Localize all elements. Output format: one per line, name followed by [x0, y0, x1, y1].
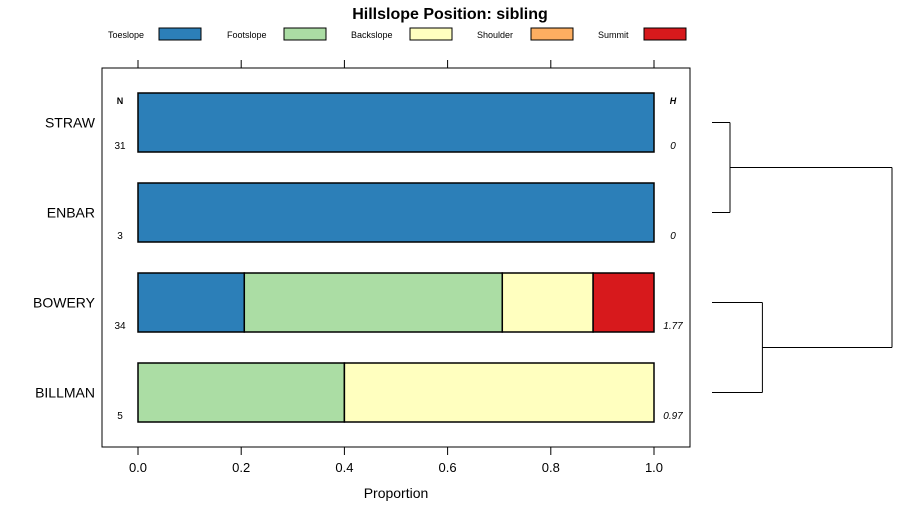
- h-value-straw: 0: [670, 141, 676, 152]
- legend-label-backslope: Backslope: [351, 30, 393, 40]
- legend-swatch-backslope: [409, 27, 453, 41]
- x-tick-label: 0.2: [232, 460, 250, 475]
- bar-segment-bowery-toeslope: [137, 272, 246, 333]
- dendrogram: [712, 122, 893, 393]
- bar-segment-bowery-footslope: [243, 272, 504, 333]
- legend-label-shoulder: Shoulder: [477, 30, 513, 40]
- bar-rows: STRAW 31 0 ENBAR 3 0 BOWERY 34 1.77 BILLMAN 5 0.97: [33, 92, 683, 423]
- category-label-straw: STRAW: [45, 115, 96, 131]
- legend-swatch-summit: [643, 27, 687, 41]
- n-column-header: N: [117, 96, 124, 106]
- x-tick-label: 0.0: [129, 460, 147, 475]
- h-column-header: H: [670, 96, 677, 106]
- bar-segment-bowery-summit: [592, 272, 655, 333]
- n-value-bowery: 34: [114, 321, 126, 332]
- x-tick-label: 0.8: [542, 460, 560, 475]
- x-axis-label: Proportion: [364, 485, 429, 501]
- n-value-straw: 31: [114, 141, 126, 152]
- x-tick-label: 0.4: [335, 460, 353, 475]
- legend-swatch-toeslope: [158, 27, 202, 41]
- chart-title: Hillslope Position: sibling: [352, 6, 548, 23]
- x-tick-label: 0.6: [439, 460, 457, 475]
- category-label-billman: BILLMAN: [35, 385, 95, 401]
- legend-swatch-footslope: [283, 27, 327, 41]
- x-tick-label: 1.0: [645, 460, 663, 475]
- n-value-billman: 5: [117, 411, 123, 422]
- legend-label-footslope: Footslope: [227, 30, 267, 40]
- bar-segment-straw-toeslope: [137, 92, 655, 153]
- category-label-enbar: ENBAR: [47, 205, 95, 221]
- h-value-enbar: 0: [670, 231, 676, 242]
- legend-label-toeslope: Toeslope: [108, 30, 144, 40]
- legend-label-summit: Summit: [598, 30, 629, 40]
- legend: Toeslope Footslope Backslope Shoulder Summit: [108, 27, 687, 41]
- n-value-enbar: 3: [117, 231, 123, 242]
- legend-swatch-shoulder: [530, 27, 574, 41]
- plot-frame: [101, 67, 691, 448]
- h-value-billman: 0.97: [663, 411, 683, 422]
- bar-segment-billman-footslope: [137, 362, 346, 423]
- bar-segment-enbar-toeslope: [137, 182, 655, 243]
- x-axis: 0.0 0.2 0.4 0.6 0.8 1.0: [129, 60, 663, 475]
- bar-segment-bowery-backslope: [501, 272, 594, 333]
- bar-segment-billman-backslope: [343, 362, 655, 423]
- category-label-bowery: BOWERY: [33, 295, 96, 311]
- h-value-bowery: 1.77: [663, 321, 683, 332]
